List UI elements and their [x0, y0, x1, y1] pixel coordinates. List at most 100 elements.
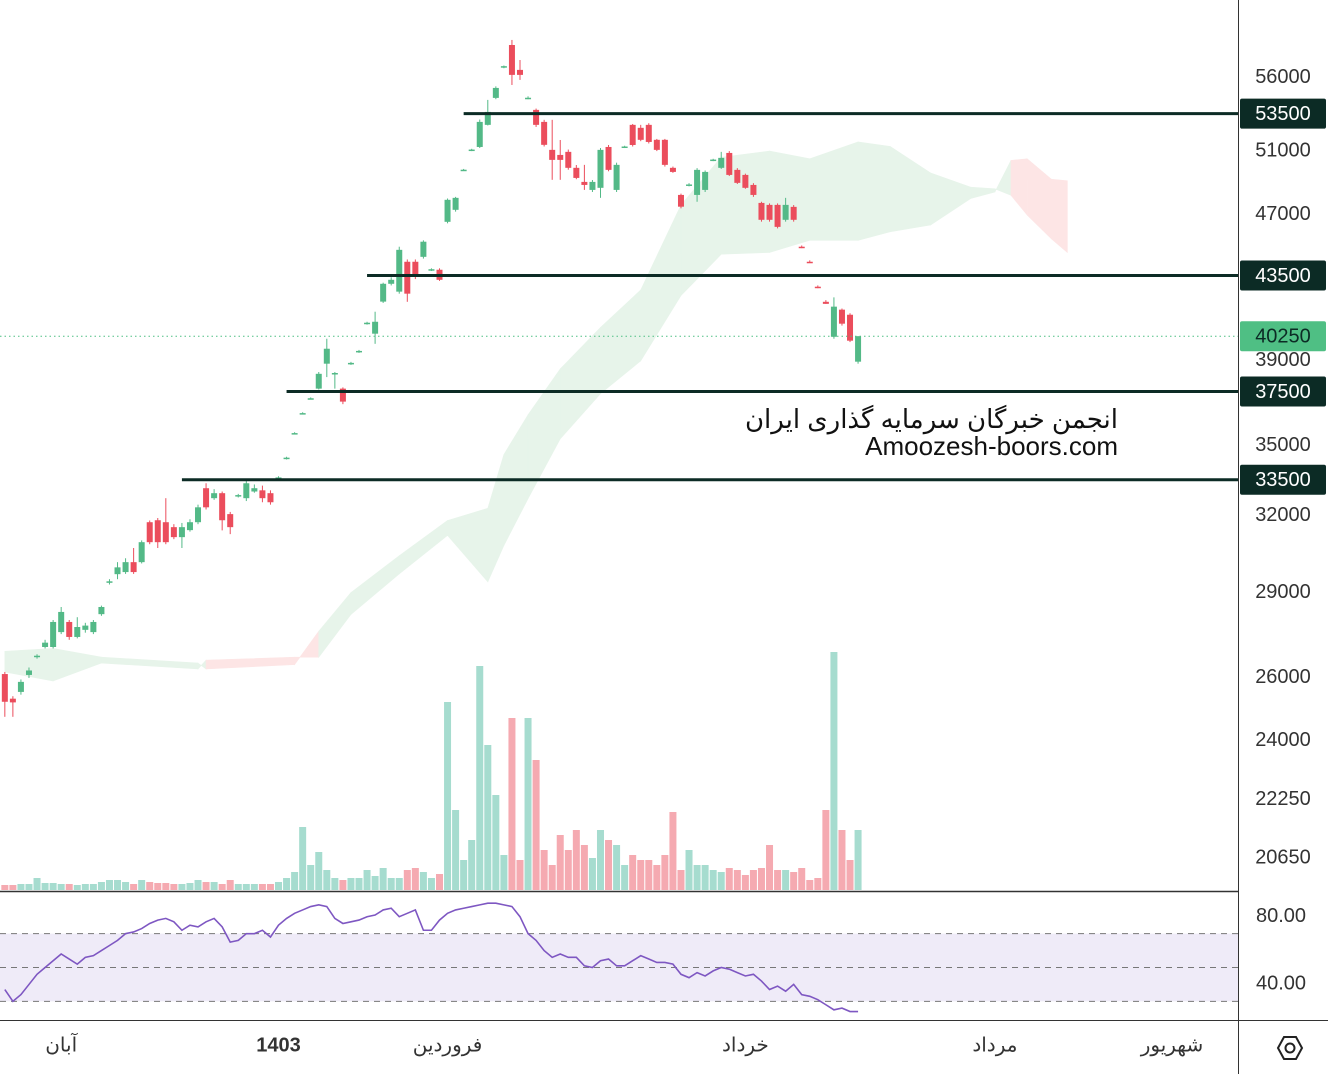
candle-body: [508, 45, 515, 75]
volume-bar: [605, 840, 613, 890]
cloud-segment: [447, 507, 489, 583]
candle-body: [750, 184, 757, 195]
cloud-segment: [889, 145, 931, 233]
candle-body: [162, 522, 169, 543]
candle-body: [492, 87, 499, 98]
candle-body: [420, 241, 427, 257]
level-label: 43500: [1255, 265, 1311, 287]
watermark-line: Amoozesh-boors.com: [865, 431, 1118, 461]
candle-body: [356, 350, 363, 353]
last-price-label: 40250: [1255, 325, 1311, 347]
candle-body: [468, 149, 475, 152]
volume-bar: [757, 868, 765, 890]
volume-bar: [741, 875, 749, 890]
volume-bar: [17, 884, 25, 890]
volume-bar: [226, 880, 234, 890]
volume-bar: [162, 883, 170, 890]
volume-bar: [725, 868, 733, 890]
volume-bar: [250, 884, 258, 890]
volume-bar: [315, 852, 323, 890]
candle-body: [500, 66, 507, 68]
volume-bar: [653, 865, 661, 890]
cloud-segment: [809, 141, 859, 241]
x-tick-label: خرداد: [722, 1034, 769, 1056]
volume-bar: [33, 878, 41, 890]
volume-bar: [669, 812, 677, 890]
volume-bar: [637, 860, 645, 890]
cloud-segment: [52, 648, 102, 682]
y-tick-label: 39000: [1255, 349, 1311, 371]
candle-body: [710, 159, 717, 162]
volume-bar: [291, 872, 299, 890]
cloud-segment: [994, 160, 1012, 196]
candle-body: [637, 127, 644, 140]
candle-body: [452, 197, 459, 210]
volume-bar: [838, 830, 846, 890]
candle-body: [766, 204, 773, 220]
rsi-tick-label: 80.00: [1256, 905, 1306, 927]
candle-body: [388, 279, 395, 284]
volume-bar: [186, 883, 194, 890]
volume-bar: [693, 865, 701, 890]
candle-body: [533, 109, 540, 125]
volume-bar: [701, 865, 709, 890]
volume-bar: [749, 870, 757, 890]
volume-bar: [210, 882, 218, 890]
level-box: [1240, 260, 1326, 291]
candle-body: [404, 261, 411, 294]
candle-body: [573, 167, 580, 178]
settings-icon-dot[interactable]: [1284, 1042, 1296, 1054]
volume-bar: [371, 876, 379, 890]
rsi-tick-label: 40.00: [1256, 973, 1306, 995]
candle-body: [516, 69, 523, 75]
volume-bar: [548, 865, 556, 890]
candle-body: [42, 642, 49, 647]
candle-body: [315, 373, 322, 389]
x-tick-label: مرداد: [972, 1034, 1017, 1056]
candle-body: [323, 348, 330, 364]
candle-body: [291, 433, 298, 435]
settings-icon[interactable]: [1276, 1036, 1304, 1060]
candle-body: [460, 169, 467, 172]
volume-bar: [9, 885, 17, 890]
candle-body: [428, 269, 435, 271]
volume-bar: [258, 884, 266, 890]
volume-bar: [782, 870, 790, 890]
candle-body: [58, 611, 65, 633]
volume-bar: [613, 845, 621, 890]
volume-bar: [596, 830, 604, 890]
candle-body: [613, 164, 620, 190]
cloud-segment: [640, 204, 682, 362]
cloud-layer: [4, 141, 1068, 682]
x-tick-label: 1403: [256, 1034, 301, 1056]
volume-bar: [49, 883, 57, 890]
cloud-segment: [857, 141, 891, 241]
volume-bar: [266, 884, 274, 890]
candle-body: [138, 542, 145, 563]
candle-body: [774, 204, 781, 227]
volume-bar: [387, 878, 395, 890]
candle-body: [219, 493, 226, 521]
settings-button[interactable]: [1276, 1036, 1304, 1060]
candle-body: [645, 124, 652, 142]
candle-body: [339, 388, 346, 402]
candle-body: [17, 681, 24, 692]
watermark-line: انجمن خبرگان سرمایه گذاری ایران: [745, 404, 1118, 435]
candle-body: [726, 152, 733, 175]
cloud-segment: [930, 172, 972, 226]
volume-bar: [275, 882, 283, 890]
volume-bar: [41, 883, 49, 890]
level-box: [1240, 376, 1326, 407]
volume-bar: [194, 880, 202, 890]
volume-layer: [1, 652, 862, 890]
y-tick-label: 29000: [1255, 581, 1311, 603]
volume-bar: [766, 845, 774, 890]
candle-body: [251, 488, 258, 492]
volume-bar: [532, 760, 540, 890]
candle-body: [476, 121, 483, 147]
volume-bar: [814, 878, 822, 890]
candle-body: [106, 581, 113, 583]
volume-bar: [484, 745, 492, 890]
